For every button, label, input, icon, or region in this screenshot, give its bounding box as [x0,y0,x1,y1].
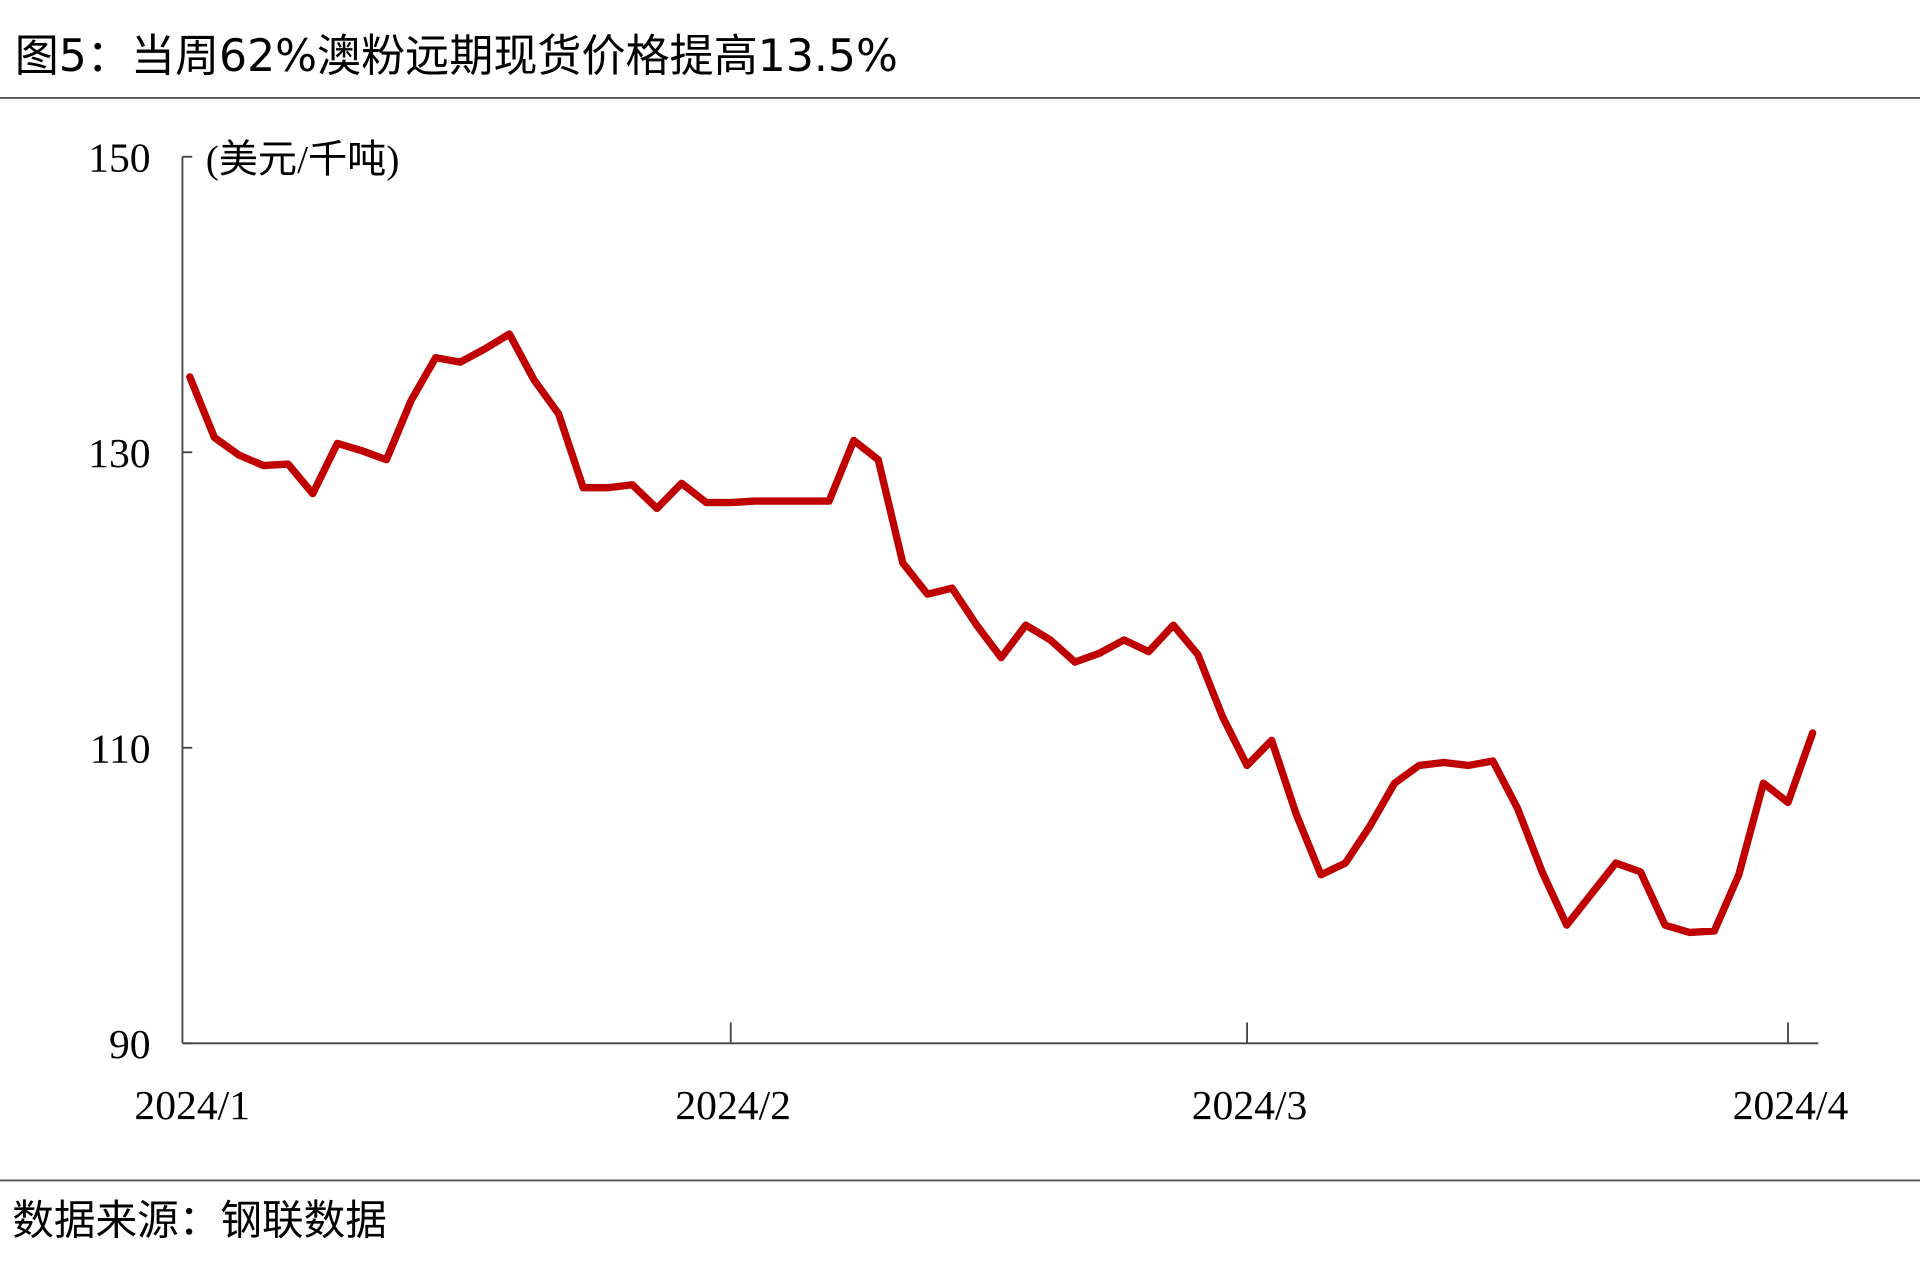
x-tick-label: 2024/2 [675,1083,791,1129]
x-tick-label: 2024/3 [1192,1083,1308,1129]
y-tick-label: 130 [88,431,150,477]
x-tick-label: 2024/4 [1733,1083,1849,1129]
chart-title: 图5：当周62%澳粉远期现货价格提高13.5% [15,31,898,82]
y-axis-unit: (美元/千吨) [206,139,400,182]
source-note: 数据来源：钢联数据 [12,1195,387,1244]
x-tick-label: 2024/1 [134,1083,250,1129]
y-tick-label: 150 [88,135,150,181]
y-tick-label: 90 [109,1022,151,1068]
y-tick-label: 110 [90,726,151,772]
data-line [186,330,1817,937]
